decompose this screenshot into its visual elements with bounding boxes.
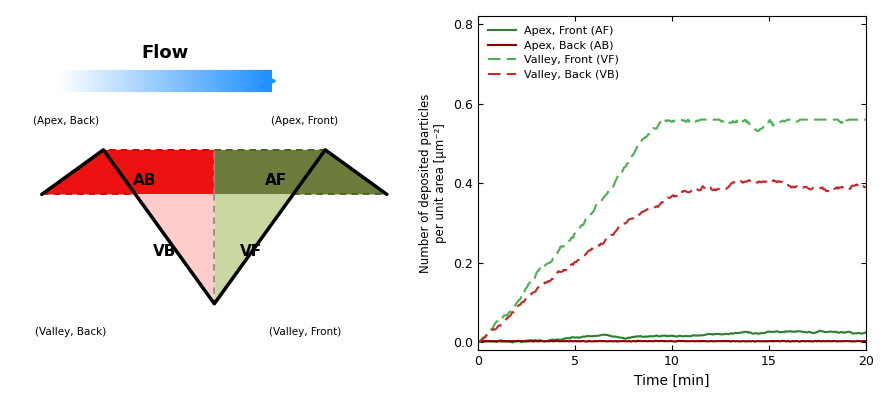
Polygon shape <box>42 150 214 194</box>
Text: Flow: Flow <box>141 44 188 62</box>
Text: (Valley, Front): (Valley, Front) <box>269 327 341 337</box>
Legend: Apex, Front (AF), Apex, Back (AB), Valley, Front (VF), Valley, Back (VB): Apex, Front (AF), Apex, Back (AB), Valle… <box>483 22 624 84</box>
Text: (Valley, Back): (Valley, Back) <box>35 327 106 337</box>
Valley, Front (VF) <box>755 126 766 131</box>
Text: AF: AF <box>265 173 287 188</box>
Polygon shape <box>214 194 293 304</box>
Apex, Front (AF) <box>627 335 638 339</box>
Valley, Back (VB) <box>599 239 610 244</box>
Apex, Back (AB) <box>756 339 767 343</box>
Valley, Back (VB) <box>764 177 775 182</box>
Apex, Back (AB) <box>519 339 530 343</box>
Valley, Front (VF) <box>718 119 729 124</box>
Apex, Front (AF) <box>472 339 483 343</box>
Line: Apex, Front (AF): Apex, Front (AF) <box>478 331 866 342</box>
Valley, Front (VF) <box>472 340 483 345</box>
Valley, Back (VB) <box>861 184 872 189</box>
Valley, Front (VF) <box>599 194 610 199</box>
Valley, Front (VF) <box>626 154 637 159</box>
Apex, Front (AF) <box>600 333 611 337</box>
Apex, Front (AF) <box>814 328 825 333</box>
Text: AB: AB <box>133 173 156 188</box>
X-axis label: Time [min]: Time [min] <box>634 374 710 388</box>
Apex, Back (AB) <box>718 339 729 344</box>
Valley, Back (VB) <box>472 340 483 345</box>
Text: (Apex, Front): (Apex, Front) <box>271 117 338 126</box>
Polygon shape <box>136 194 214 304</box>
Apex, Back (AB) <box>755 339 765 344</box>
Apex, Front (AF) <box>861 330 872 335</box>
Valley, Back (VB) <box>626 216 637 221</box>
Apex, Front (AF) <box>718 332 729 337</box>
Line: Valley, Front (VF): Valley, Front (VF) <box>478 119 866 342</box>
Apex, Front (AF) <box>754 331 764 336</box>
Valley, Back (VB) <box>717 185 728 190</box>
Polygon shape <box>214 150 387 194</box>
Apex, Back (AB) <box>626 339 637 344</box>
Apex, Back (AB) <box>632 338 643 343</box>
Valley, Front (VF) <box>671 117 681 122</box>
Apex, Back (AB) <box>750 339 761 344</box>
Line: Valley, Back (VB): Valley, Back (VB) <box>478 179 866 342</box>
Text: VB: VB <box>154 243 177 259</box>
Apex, Back (AB) <box>861 339 872 343</box>
Text: (Apex, Back): (Apex, Back) <box>33 117 99 126</box>
Apex, Back (AB) <box>472 339 483 343</box>
Valley, Back (VB) <box>753 180 764 185</box>
Valley, Front (VF) <box>861 117 872 122</box>
Apex, Front (AF) <box>507 340 518 345</box>
Apex, Front (AF) <box>520 339 530 344</box>
Text: VF: VF <box>240 243 263 259</box>
Valley, Front (VF) <box>754 128 764 132</box>
Valley, Front (VF) <box>519 289 530 294</box>
Line: Apex, Back (AB): Apex, Back (AB) <box>478 341 866 342</box>
Valley, Back (VB) <box>519 299 530 304</box>
Y-axis label: Number of deposited particles
per unit area [μm⁻²]: Number of deposited particles per unit a… <box>420 94 447 273</box>
Apex, Front (AF) <box>755 331 766 336</box>
Apex, Back (AB) <box>599 339 610 343</box>
Valley, Back (VB) <box>755 179 765 184</box>
